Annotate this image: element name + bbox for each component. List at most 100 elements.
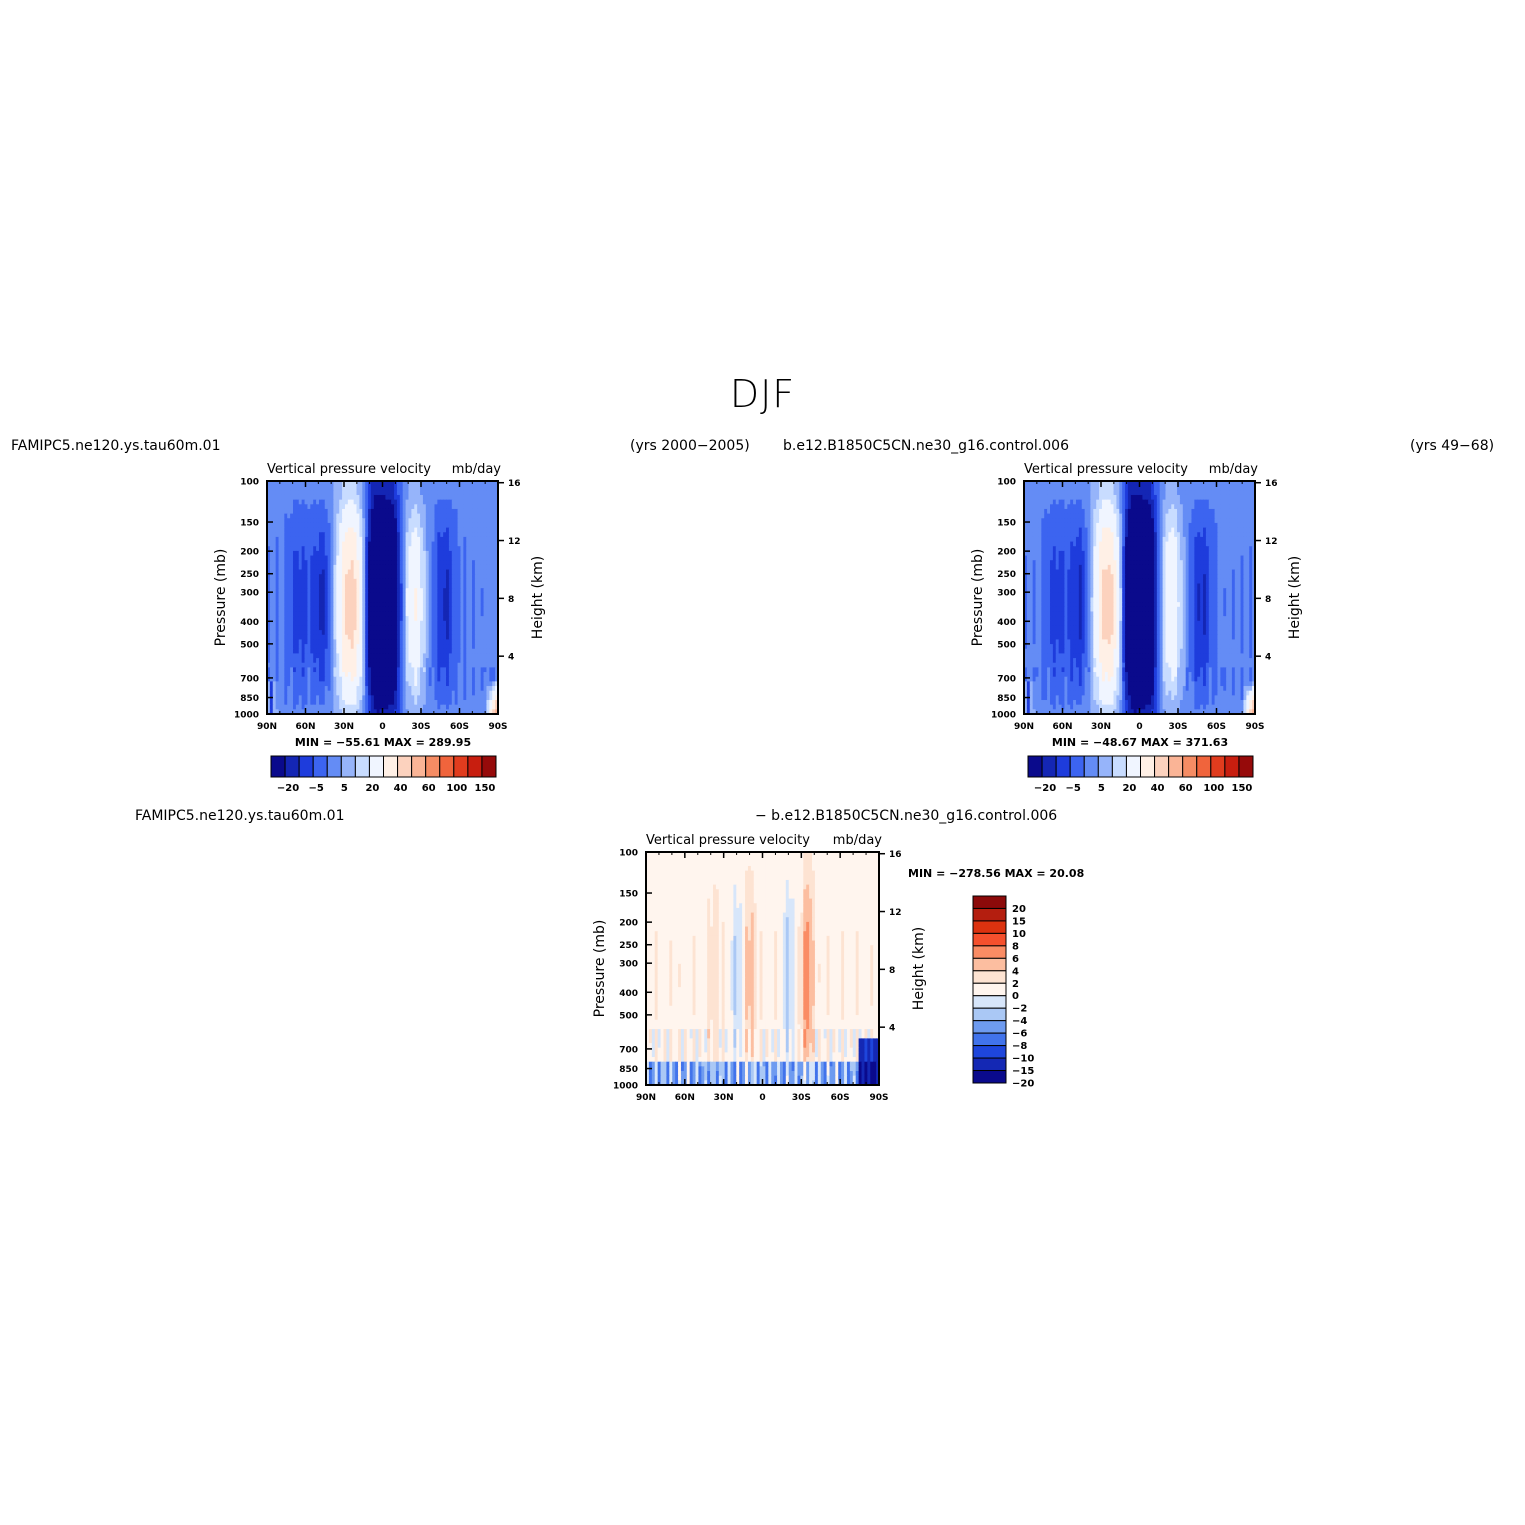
field-cell: [1165, 485, 1169, 491]
field-cell: [353, 560, 358, 566]
field-cell: [451, 522, 456, 529]
field-cell: [313, 550, 317, 557]
field-cell: [448, 653, 453, 659]
field-cell: [350, 672, 355, 678]
field-cell: [443, 639, 447, 645]
field-cell: [466, 518, 470, 524]
field-cell: [492, 485, 496, 491]
field-cell: [446, 490, 450, 496]
field-cell: [330, 504, 335, 510]
field-cell: [353, 532, 358, 538]
field-cell: [443, 541, 447, 547]
field-cell: [382, 690, 386, 696]
field-cell: [460, 555, 464, 561]
field-cell: [448, 485, 453, 491]
field-cell: [1064, 490, 1068, 496]
field-cell: [474, 569, 479, 575]
field-cell: [428, 560, 433, 566]
field-cell: [394, 541, 398, 547]
field-cell: [431, 518, 436, 524]
field-cell: [301, 532, 306, 538]
field-cell: [446, 639, 450, 645]
field-cell: [394, 560, 398, 566]
field-cell: [292, 625, 297, 631]
field-cell: [333, 616, 337, 622]
field-cell: [356, 513, 360, 519]
field-cell: [1101, 481, 1106, 487]
field-cell: [420, 522, 424, 529]
field-cell: [292, 658, 297, 664]
field-cell: [443, 527, 447, 533]
field-cell: [272, 550, 277, 557]
field-cell: [284, 639, 288, 645]
field-cell: [443, 620, 447, 627]
field-cell: [422, 588, 427, 594]
field-cell: [298, 560, 303, 566]
field-cell: [431, 639, 436, 645]
field-cell: [385, 611, 389, 617]
field-cell: [304, 527, 309, 533]
field-cell: [359, 667, 363, 673]
field-cell: [414, 527, 418, 533]
field-cell: [342, 658, 346, 664]
field-cell: [284, 644, 288, 650]
field-cell: [1208, 499, 1213, 505]
field-cell: [368, 695, 372, 701]
field-cell: [336, 653, 340, 659]
field-cell: [1067, 494, 1071, 501]
field-cell: [318, 532, 323, 538]
field-cell: [333, 532, 337, 538]
field-cell: [362, 588, 366, 594]
field-cell: [1133, 490, 1138, 496]
field-cell: [353, 690, 358, 696]
field-cell: [275, 560, 280, 566]
field-cell: [391, 695, 395, 701]
field-cell: [278, 676, 283, 682]
field-cell: [414, 611, 418, 617]
field-cell: [1191, 490, 1195, 496]
field-cell: [1067, 490, 1071, 496]
field-cell: [301, 550, 306, 557]
field-cell: [376, 574, 381, 580]
field-cell: [336, 527, 340, 533]
field-cell: [1162, 490, 1167, 496]
field-cell: [353, 485, 358, 491]
colorbar-label: 5: [341, 783, 348, 794]
field-cell: [324, 616, 329, 622]
field-cell: [396, 532, 401, 538]
field-cell: [472, 550, 476, 557]
field-cell: [411, 541, 415, 547]
field-cell: [292, 532, 297, 538]
field-cell: [347, 676, 352, 682]
field-cell: [318, 592, 323, 599]
field-cell: [284, 494, 288, 501]
field-cell: [428, 606, 433, 613]
field-cell: [382, 634, 386, 641]
field-cell: [457, 616, 462, 622]
field-cell: [310, 518, 314, 524]
field-cell: [313, 592, 317, 599]
field-cell: [417, 574, 421, 580]
field-cell: [1133, 504, 1138, 510]
field-cell: [1067, 508, 1071, 515]
field-cell: [298, 602, 303, 608]
field-cell: [301, 634, 306, 641]
field-cell: [495, 550, 498, 557]
field-cell: [316, 676, 320, 682]
field-cell: [301, 658, 306, 664]
field-cell: [272, 485, 277, 491]
field-cell: [310, 536, 314, 543]
field-cell: [1075, 522, 1080, 529]
field-cell: [269, 602, 274, 608]
field-cell: [359, 597, 363, 603]
field-cell: [307, 606, 311, 613]
field-cell: [1205, 504, 1210, 510]
field-cell: [1153, 490, 1158, 496]
field-cell: [454, 550, 459, 557]
field-cell: [275, 499, 280, 505]
field-cell: [1214, 518, 1219, 524]
field-cell: [1179, 518, 1184, 524]
field-cell: [310, 578, 314, 585]
field-cell: [301, 578, 306, 585]
field-cell: [318, 704, 323, 710]
